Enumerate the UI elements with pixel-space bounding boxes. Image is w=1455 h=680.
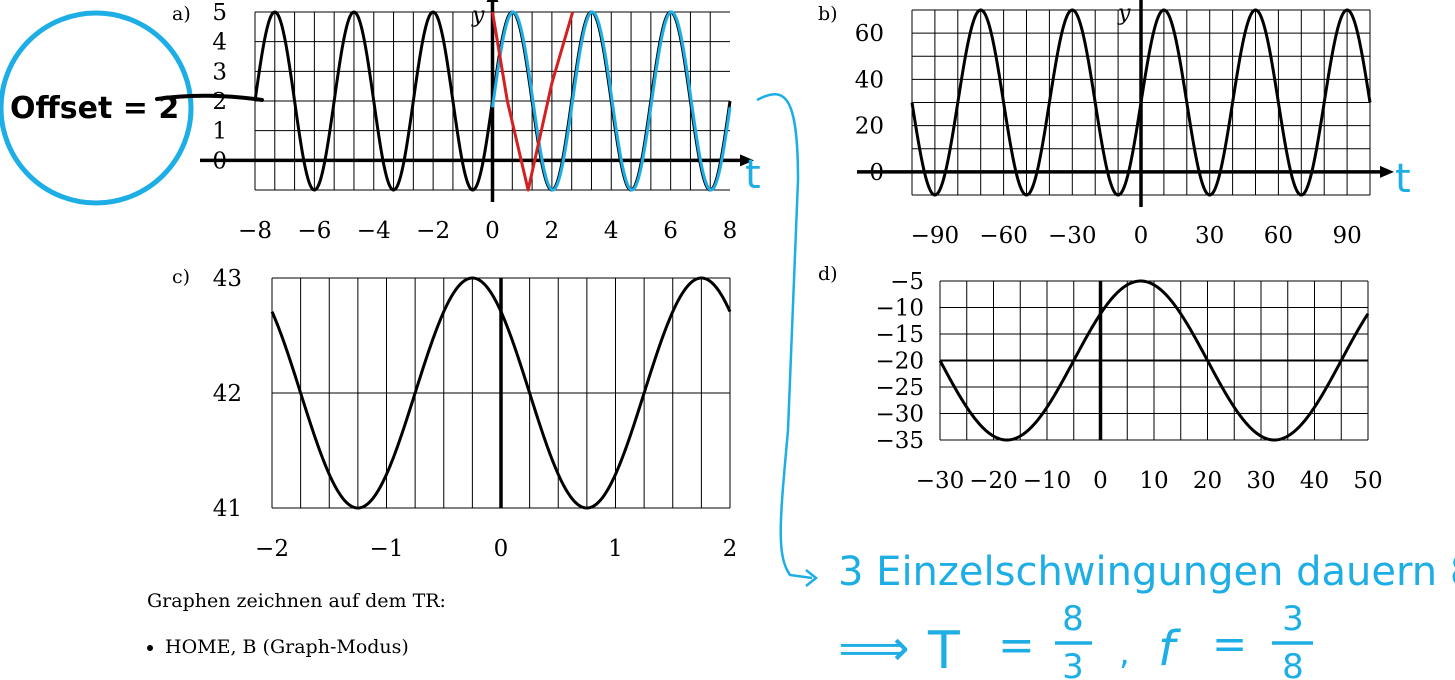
x-tick-label: 0 <box>1134 223 1149 249</box>
series-line <box>491 10 732 192</box>
x-tick-label: 20 <box>1193 468 1222 494</box>
y-tick-label: 5 <box>212 0 227 26</box>
offset-pointer-line <box>155 93 264 102</box>
x-tick-label: 2 <box>723 536 738 562</box>
x-tick-label: 2 <box>545 218 560 244</box>
x-tick-label: 1 <box>608 536 623 562</box>
arrow-head <box>805 569 819 587</box>
series-line <box>910 8 1372 197</box>
y-tick-label: −15 <box>875 322 924 348</box>
comma-separator: , <box>1119 633 1130 673</box>
y-tick-label: 42 <box>213 381 242 407</box>
result-f-label: f <box>1158 621 1181 677</box>
y-tick-label: −5 <box>890 269 924 295</box>
x-tick-label: 50 <box>1353 468 1382 494</box>
equals-sign-2: = <box>1212 619 1247 668</box>
y-tick-label: 0 <box>212 148 227 174</box>
instructions-item: HOME, B (Graph-Modus) <box>165 636 446 658</box>
result-T-denominator: 3 <box>1062 647 1084 680</box>
chart-a: −8 −6 −4 −2 0 2 4 6 8 0 1 2 3 4 5 a) y t <box>172 0 761 244</box>
panel-label: c) <box>172 266 190 288</box>
x-tick-label: 30 <box>1195 223 1224 249</box>
y-axis-label: y <box>1117 1 1131 26</box>
x-tick-label: 60 <box>1264 223 1293 249</box>
series-line <box>270 276 732 510</box>
x-tick-label: −30 <box>916 468 965 494</box>
offset-circle <box>0 10 194 206</box>
period-note: 3 Einzelschwingungen dauern 8 s <box>838 549 1455 595</box>
x-tick-label: −60 <box>979 223 1028 249</box>
x-tick-label: −8 <box>238 218 272 244</box>
equals-sign-1: = <box>998 620 1035 671</box>
x-tick-label: 10 <box>1139 468 1168 494</box>
x-tick-label: −2 <box>255 536 289 562</box>
x-tick-label: −10 <box>1023 468 1072 494</box>
x-tick-label: 8 <box>723 218 738 244</box>
panel-label: d) <box>818 263 838 285</box>
x-tick-label: 40 <box>1300 468 1329 494</box>
instructions-heading: Graphen zeichnen auf dem TR: <box>147 590 446 612</box>
y-tick-label: −25 <box>875 375 924 401</box>
y-tick-label: −20 <box>875 349 924 375</box>
period-annotation: 3 Einzelschwingungen dauern 8 s ⟹ T = 8 … <box>756 92 1455 680</box>
x-tick-label: −6 <box>297 218 331 244</box>
y-tick-label: 43 <box>213 266 242 292</box>
x-tick-label: −20 <box>969 468 1018 494</box>
x-tick-label: 6 <box>663 218 678 244</box>
y-tick-label: 20 <box>855 114 884 140</box>
result-T-label: T <box>927 621 960 680</box>
panel-label: b) <box>818 3 838 25</box>
y-tick-label: 0 <box>869 160 884 186</box>
chart-d: −30 −20 −10 0 10 20 30 40 50−5−10−15−20−25−30−35… <box>818 263 1383 494</box>
y-tick-label: −30 <box>875 402 924 428</box>
x-tick-label: 0 <box>1093 468 1108 494</box>
y-tick-label: 60 <box>855 21 884 47</box>
x-tick-label: 4 <box>604 218 619 244</box>
x-tick-label: −30 <box>1048 223 1097 249</box>
y-tick-label: 4 <box>212 30 227 56</box>
x-tick-label: 0 <box>485 218 500 244</box>
x-tick-label: −1 <box>370 536 404 562</box>
series-line <box>938 279 1370 442</box>
x-tick-label: 0 <box>494 536 509 562</box>
y-axis-arrow <box>486 0 499 2</box>
result-f-denominator: 8 <box>1282 647 1304 680</box>
y-tick-label: 2 <box>212 89 227 115</box>
y-tick-label: 1 <box>212 119 227 145</box>
x-tick-label: −4 <box>357 218 391 244</box>
grid <box>911 9 1371 196</box>
panel-label: a) <box>172 3 191 25</box>
curly-bracket-arrow <box>756 92 813 580</box>
series-line <box>491 11 575 192</box>
x-tick-label: 90 <box>1332 223 1361 249</box>
y-tick-label: −10 <box>875 296 924 322</box>
implies-arrow: ⟹ <box>838 619 910 677</box>
x-tick-label: 30 <box>1246 468 1275 494</box>
instructions-block: Graphen zeichnen auf dem TR: HOME, B (Gr… <box>147 590 446 658</box>
y-tick-label: −35 <box>875 428 924 454</box>
y-tick-label: 40 <box>855 67 884 93</box>
instructions-list: HOME, B (Graph-Modus) <box>147 636 446 658</box>
x-axis-arrow <box>740 154 754 167</box>
y-axis-label: y <box>471 3 485 28</box>
x-tick-label: −90 <box>911 223 960 249</box>
result-f-numerator: 3 <box>1282 599 1304 639</box>
y-tick-label: 3 <box>212 59 227 85</box>
offset-note: Offset = 2 <box>10 91 179 126</box>
x-tick-label: −2 <box>416 218 450 244</box>
chart-c: −2 −1 0 1 2 41 42 43 c) <box>172 266 737 562</box>
x-axis-arrow <box>1380 165 1394 178</box>
chart-b: −90 −60 −30 0 30 60 90 0 20 40 60 b) y t <box>818 0 1411 249</box>
result-T-numerator: 8 <box>1062 599 1084 639</box>
x-axis-label: t <box>1395 156 1411 202</box>
x-axis-label: t <box>745 152 761 198</box>
offset-annotation: Offset = 2 <box>0 10 264 206</box>
y-tick-label: 41 <box>213 496 242 522</box>
